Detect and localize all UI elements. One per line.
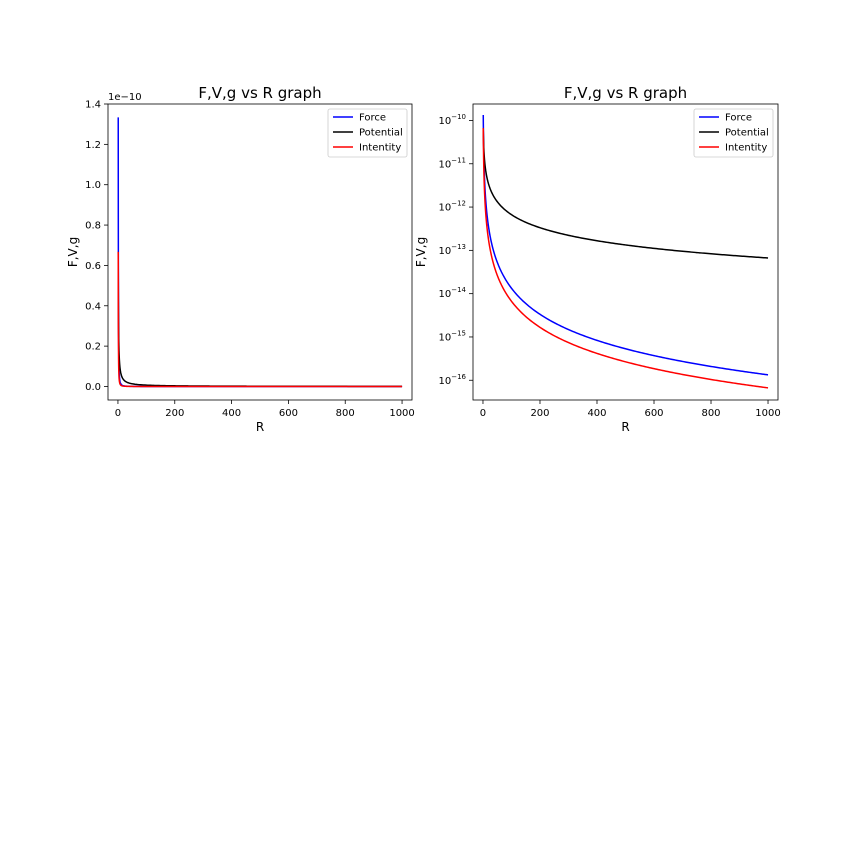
x-tick-label: 400 xyxy=(222,408,241,419)
right-chart-log: F,V,g vs R graph 0 200 400 600 800 1000 10−16 10… xyxy=(414,84,781,434)
x-tick-label: 0 xyxy=(480,408,486,419)
left-chart-linear: F,V,g vs R graph 0 200 400 600 800 1000 0.0 0.2 0… xyxy=(66,84,415,434)
x-tick-label: 200 xyxy=(165,408,184,419)
series-line-force xyxy=(482,115,769,376)
x-tick-label: 1000 xyxy=(389,408,414,419)
legend: Force Potential Intentity xyxy=(327,108,408,158)
y-tick-label: 1.4 xyxy=(85,100,101,111)
plot-frame xyxy=(107,103,413,401)
legend: Force Potential Intentity xyxy=(693,108,774,158)
x-axis-label: R xyxy=(621,420,629,434)
x-tick-label: 800 xyxy=(701,408,720,419)
legend-label: Potential xyxy=(359,128,403,139)
x-tick-label: 400 xyxy=(587,408,606,419)
y-tick-label: 0.6 xyxy=(85,261,101,272)
chart-title: F,V,g vs R graph xyxy=(564,84,687,102)
series-line-intentity xyxy=(482,128,769,389)
legend-label: Force xyxy=(725,113,752,124)
x-tick-label: 1000 xyxy=(755,408,780,419)
x-tick-label: 0 xyxy=(115,408,121,419)
y-tick-label: 1.0 xyxy=(85,180,101,191)
y-tick-label: 10−15 xyxy=(438,329,466,343)
series-line-potential xyxy=(482,128,769,259)
y-tick-label: 1.2 xyxy=(85,140,101,151)
legend-label: Intentity xyxy=(359,143,401,154)
y-offset-label: 1e−10 xyxy=(108,92,142,103)
y-tick-label: 10−10 xyxy=(438,113,466,127)
y-tick-label: 10−13 xyxy=(438,243,466,257)
y-axis-label: F,V,g xyxy=(66,237,80,267)
y-tick-label: 10−16 xyxy=(438,373,466,387)
x-tick-label: 800 xyxy=(336,408,355,419)
legend-box xyxy=(327,108,408,158)
y-tick-label: 10−12 xyxy=(438,200,466,214)
y-tick-label: 0.8 xyxy=(85,221,101,232)
y-tick-label: 10−11 xyxy=(438,156,466,170)
y-tick-label: 0.4 xyxy=(85,301,101,312)
y-axis-label: F,V,g xyxy=(414,237,428,267)
legend-label: Potential xyxy=(725,128,769,139)
series-line-intentity xyxy=(117,251,403,388)
chart-title: F,V,g vs R graph xyxy=(198,84,321,102)
plot-frame xyxy=(472,103,779,401)
x-tick-label: 600 xyxy=(279,408,298,419)
legend-label: Intentity xyxy=(725,143,767,154)
legend-label: Force xyxy=(359,113,386,124)
legend-box xyxy=(693,108,774,158)
y-tick-label: 0.2 xyxy=(85,342,101,353)
x-axis-label: R xyxy=(256,420,264,434)
x-tick-label: 600 xyxy=(644,408,663,419)
x-tick-label: 200 xyxy=(530,408,549,419)
y-tick-label: 0.0 xyxy=(85,382,101,393)
y-tick-label: 10−14 xyxy=(438,286,466,300)
